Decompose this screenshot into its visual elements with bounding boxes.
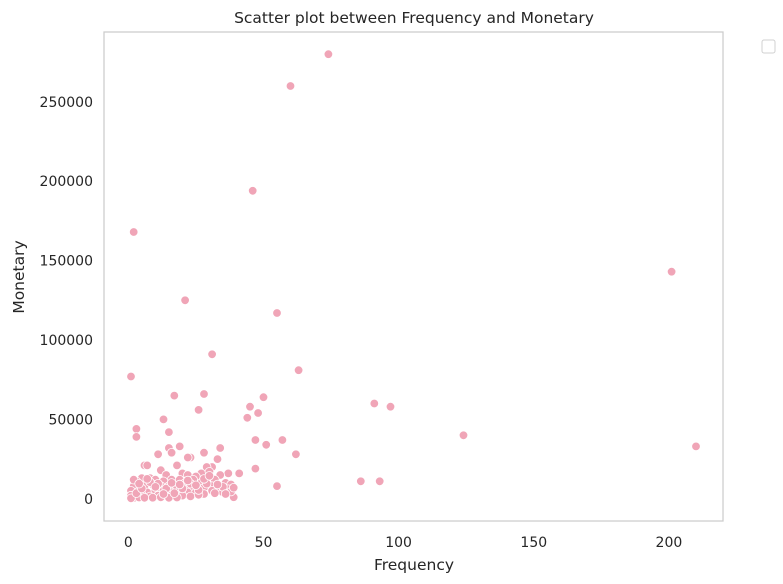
data-point [174,479,185,490]
data-point [131,432,142,442]
data-point [172,460,182,471]
data-point [250,435,261,445]
data-point [369,398,380,409]
data-point [212,454,223,464]
data-point [199,389,209,399]
y-tick-label: 50000 [48,412,93,428]
chart-title: Scatter plot between Frequency and Monet… [234,9,594,27]
data-point [220,489,231,499]
data-point [223,468,234,479]
data-point [126,371,136,382]
data-point [291,449,301,460]
data-point [212,479,223,490]
y-tick-label: 100000 [40,333,93,349]
y-tick-label: 250000 [40,95,93,111]
data-point [215,443,225,453]
data-point [323,49,334,59]
data-point [183,452,193,463]
data-point [142,460,152,471]
x-axis-label: Frequency [374,556,454,574]
data-point [191,480,201,491]
data-point [356,476,366,487]
points-layer [126,49,701,504]
data-point [272,308,282,318]
x-tick-label: 100 [385,535,412,551]
data-point [272,481,282,491]
data-point [166,448,177,458]
data-point [199,448,209,458]
data-point [150,482,161,492]
data-point [253,408,263,418]
x-tick-label: 200 [656,535,683,551]
data-point [210,488,220,498]
data-point [134,479,144,489]
data-point [158,489,169,499]
data-point [258,392,269,402]
y-tick-label: 200000 [40,174,93,190]
y-tick-label: 150000 [40,254,93,270]
data-point [174,441,185,452]
data-point [204,471,215,481]
y-axis-label: Monetary [10,240,28,313]
data-point [285,81,296,91]
data-point [128,227,139,237]
data-point [242,413,253,423]
data-point [666,267,677,277]
data-point [375,476,385,487]
data-point [164,427,174,437]
data-point [158,414,169,425]
data-point [293,365,304,375]
x-tick-label: 0 [124,535,133,551]
data-point [166,478,177,488]
data-point [207,349,217,360]
data-point [250,463,261,474]
x-tick-label: 150 [520,535,547,551]
data-point [180,295,190,306]
data-point [228,483,239,493]
plot-frame [103,31,724,522]
x-tick-labels: 0 50 100 150 200 [124,535,682,551]
y-tick-label: 0 [84,492,93,508]
data-point [458,430,469,441]
data-point [247,186,258,196]
data-point [245,402,255,412]
data-point [139,493,150,503]
data-point [147,493,158,503]
data-point [185,491,196,502]
data-point [169,390,180,401]
legend-box [761,39,776,54]
data-point [277,435,288,445]
data-point [142,474,152,484]
data-point [385,402,396,412]
x-tick-label: 50 [255,535,273,551]
data-point [261,440,271,450]
data-point [153,449,163,460]
data-point [131,424,142,434]
data-point [169,488,180,498]
data-point [183,475,193,486]
data-point [234,468,244,479]
y-tick-labels: 0 50000 100000 150000 200000 250000 [40,95,93,508]
data-point [193,405,204,415]
data-point [691,441,701,452]
